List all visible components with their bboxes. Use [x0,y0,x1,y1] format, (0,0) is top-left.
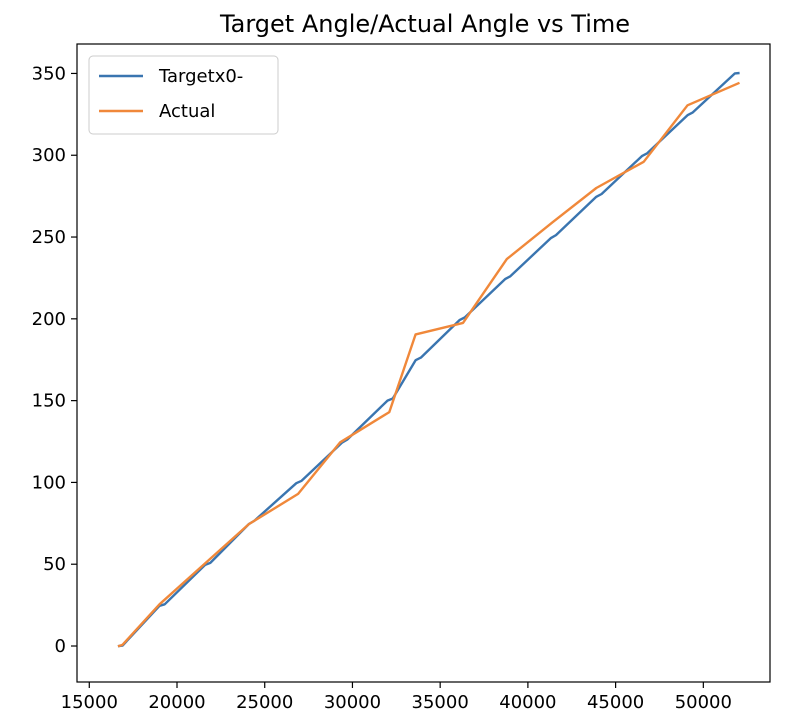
x-tick-label: 45000 [587,692,644,713]
plot-area [117,71,740,648]
series-line-target [117,71,740,648]
x-tick-label: 40000 [499,692,556,713]
axes-frame [76,43,771,683]
y-tick-label: 250 [32,227,66,248]
legend-label: Targetx0- [158,66,243,87]
y-tick-label: 50 [43,554,66,575]
y-tick-label: 150 [32,391,66,412]
y-tick-label: 300 [32,145,66,166]
axes: 15000 20000 25000 30000 35000 40000 45000 50000… [32,43,771,713]
y-tick-label: 100 [32,472,66,493]
y-tick-label: 200 [32,309,66,330]
x-tick-label: 50000 [675,692,732,713]
y-tick-label: 350 [32,63,66,84]
x-tick-label: 20000 [148,692,205,713]
chart-title: Target Angle/Actual Angle vs Time [219,10,630,38]
x-tick-label: 30000 [324,692,381,713]
x-tick-label: 25000 [236,692,293,713]
x-tick-label: 15000 [61,692,118,713]
legend: Targetx0- Actual [88,55,279,135]
legend-label: Actual [159,101,215,122]
series-line-actual [117,81,740,648]
x-tick-label: 35000 [412,692,469,713]
y-tick-label: 0 [55,636,66,657]
